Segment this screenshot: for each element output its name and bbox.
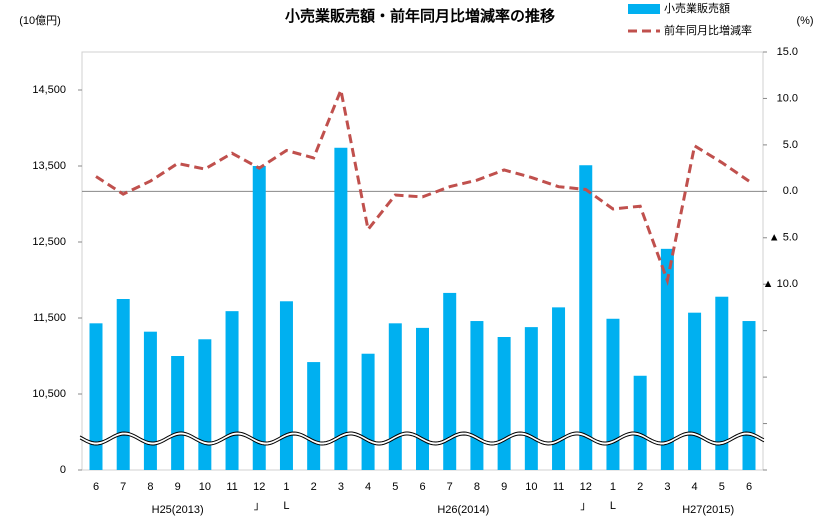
x-tick-label: 3 [664,481,670,493]
legend-swatch [628,4,660,14]
x-tick-label: 9 [175,481,181,493]
y-tick-label: 10,500 [32,388,66,400]
x-tick-label: 4 [365,481,371,493]
x-tick-label: 2 [311,481,317,493]
x-tick-label: 10 [199,481,211,493]
year-mark: 」 [254,500,265,512]
x-tick-label: 6 [419,481,425,493]
y-tick-label: 12,500 [32,236,66,248]
bar [660,248,674,470]
x-group-label: H26(2014) [437,504,489,516]
x-group-label: H27(2015) [682,504,734,516]
year-mark: 」 [580,500,591,512]
bar [606,318,620,470]
line-series [95,84,750,287]
y-tick-label: 0 [60,464,66,476]
x-tick-label: 2 [637,481,643,493]
y2-tick-label: ▲ 10.0 [763,278,798,290]
bar [416,327,429,470]
y2-tick-label: 0.0 [783,185,798,197]
x-group-label: H25(2013) [152,504,204,516]
x-tick-label: 6 [746,481,752,493]
bar [225,311,239,470]
x-tick-label: 1 [283,481,289,493]
bar [89,323,103,470]
axis-break-fill [80,432,765,445]
bar [334,147,348,470]
y2-tick-label: 10.0 [777,92,798,104]
bar [198,339,212,470]
y-tick-label: 13,500 [32,160,66,172]
bar [116,299,130,470]
x-tick-label: 12 [580,481,592,493]
bar [279,301,293,470]
y2-axis-label: (%) [796,15,813,27]
bar [715,296,729,470]
x-tick-label: 3 [338,481,344,493]
y2-tick-label: ▲ 5.0 [769,232,798,244]
year-mark: L [610,500,616,512]
legend-label: 前年同月比増減率 [664,23,752,37]
bar [361,353,375,470]
bar [388,323,402,470]
bar [470,321,484,470]
bar [552,307,566,470]
x-tick-label: 7 [120,481,126,493]
x-tick-label: 5 [392,481,398,493]
x-tick-label: 12 [253,481,265,493]
x-tick-label: 8 [147,481,153,493]
chart-title: 小売業販売額・前年同月比増減率の推移 [285,7,555,25]
bar [688,312,702,470]
x-tick-label: 5 [719,481,725,493]
year-mark: L [283,500,289,512]
axis-break [79,431,765,443]
x-tick-label: 8 [474,481,480,493]
bar [307,362,321,470]
bar [579,165,593,471]
bar [633,375,647,470]
y-tick-label: 14,500 [32,84,66,96]
legend-label: 小売業販売額 [664,2,730,15]
axis-break [79,434,765,446]
y2-tick-label: 5.0 [783,139,798,151]
x-tick-label: 4 [692,481,698,493]
x-tick-label: 11 [553,481,564,493]
bar [742,321,756,470]
bar [252,166,266,470]
y-tick-label: 11,500 [33,312,66,324]
x-tick-label: 10 [525,481,537,493]
bar [497,337,511,470]
y-axis-label: (10億円) [19,14,61,27]
x-tick-label: 9 [501,481,507,493]
x-tick-label: 7 [447,481,453,493]
bar [443,292,457,470]
bar [524,327,538,470]
bar [143,331,157,470]
bar [171,356,185,470]
y2-tick-label: 15.0 [777,46,798,58]
x-tick-label: 6 [93,481,99,493]
x-tick-label: 1 [610,481,616,493]
x-tick-label: 11 [226,481,237,493]
